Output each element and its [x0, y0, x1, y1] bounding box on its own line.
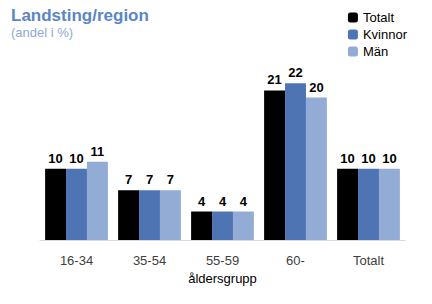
svg-text:22: 22: [288, 65, 302, 80]
svg-text:7: 7: [146, 172, 153, 187]
svg-text:16-34: 16-34: [60, 253, 93, 268]
svg-text:10: 10: [340, 151, 354, 166]
svg-text:10: 10: [361, 151, 375, 166]
svg-text:10: 10: [48, 151, 62, 166]
svg-text:(andel i %): (andel i %): [11, 25, 73, 40]
svg-text:Totalt: Totalt: [363, 10, 394, 25]
svg-text:20: 20: [309, 80, 323, 95]
svg-text:7: 7: [125, 172, 132, 187]
svg-text:7: 7: [167, 172, 174, 187]
svg-text:35-54: 35-54: [133, 253, 166, 268]
svg-text:4: 4: [219, 194, 227, 209]
svg-text:55-59: 55-59: [206, 253, 239, 268]
svg-text:Totalt: Totalt: [353, 253, 384, 268]
svg-text:4: 4: [198, 194, 206, 209]
svg-text:60-: 60-: [286, 253, 305, 268]
svg-text:Män: Män: [363, 44, 388, 59]
svg-text:åldersgrupp: åldersgrupp: [188, 271, 257, 286]
svg-text:Landsting/region: Landsting/region: [11, 6, 149, 25]
svg-text:4: 4: [240, 194, 248, 209]
svg-text:10: 10: [382, 151, 396, 166]
svg-text:21: 21: [267, 72, 281, 87]
svg-text:11: 11: [91, 144, 105, 159]
svg-text:10: 10: [69, 151, 83, 166]
svg-text:Kvinnor: Kvinnor: [363, 27, 408, 42]
